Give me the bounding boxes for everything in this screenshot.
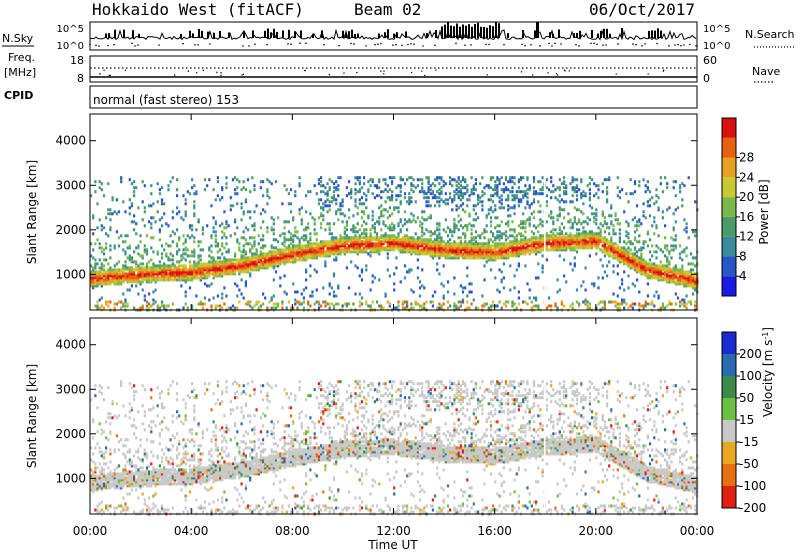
- velocity-colorbar-label-main: Velocity [m s: [761, 340, 775, 417]
- cpid-label: CPID: [4, 89, 33, 102]
- power-panel: 1000 2000 3000 4000 Slant Range [km] 4 8 12 16…: [25, 113, 771, 312]
- y-tick-label: 2000: [55, 223, 86, 237]
- colorbar-swatch: [722, 420, 736, 442]
- colorbar-swatch: [722, 376, 736, 398]
- colorbar-swatch: [722, 216, 736, 237]
- velocity-data: [90, 318, 699, 516]
- cpid-text: normal (fast stereo) 153: [93, 93, 239, 107]
- x-tick-label: 20:00: [579, 524, 614, 538]
- colorbar-tick-label: 4: [739, 269, 747, 283]
- freq-left-tick-top: 18: [70, 54, 84, 67]
- colorbar-swatch: [722, 118, 736, 138]
- colorbar-swatch: [722, 177, 736, 198]
- velocity-colorbar-label-end: ]: [761, 327, 775, 332]
- colorbar-tick-label: 12: [739, 230, 754, 244]
- colorbar-swatch: [722, 276, 736, 296]
- noise-panel: N.Sky 10^5 10^0 10^5 10^0 N.Search: [2, 21, 795, 52]
- chart-title: Hokkaido West (fitACF): [92, 0, 304, 19]
- noise-left-tick-bottom: 10^0: [57, 41, 84, 52]
- colorbar-tick-label: 24: [739, 170, 754, 184]
- x-tick-label: 00:00: [73, 524, 108, 538]
- colorbar-swatch: [722, 236, 736, 257]
- noise-sky-trace: [89, 22, 697, 41]
- colorbar-swatch: [722, 354, 736, 376]
- colorbar-swatch: [722, 157, 736, 178]
- power-ylabel: Slant Range [km]: [25, 160, 39, 264]
- velocity-colorbar-label: Velocity [m s-1]: [761, 327, 775, 417]
- y-tick-label: 4000: [55, 134, 86, 148]
- power-data: [90, 114, 699, 312]
- cpid-row: CPID normal (fast stereo) 153: [4, 85, 698, 109]
- colorbar-tick-label: 100: [739, 369, 762, 383]
- colorbar-tick-label: -100: [739, 479, 766, 493]
- nave-label: Nave: [752, 65, 780, 78]
- colorbar-tick-label: 15: [739, 413, 754, 427]
- x-tick-label: 04:00: [174, 524, 209, 538]
- colorbar-tick-label: 20: [739, 190, 754, 204]
- power-colorbar: 4 8 12 16 20 24 28: [721, 117, 754, 297]
- colorbar-tick-label: 50: [739, 391, 754, 405]
- colorbar-swatch: [722, 442, 736, 464]
- colorbar-swatch: [722, 332, 736, 354]
- y-tick-label: 3000: [55, 178, 86, 192]
- noise-sky-label: N.Sky: [2, 32, 34, 45]
- noise-right-tick-bottom: 10^0: [703, 41, 730, 52]
- freq-right-tick-top: 60: [703, 54, 717, 67]
- freq-left-tick-bottom: 8: [77, 72, 84, 85]
- freq-right-tick-bottom: 0: [703, 72, 710, 85]
- power-colorbar-label: Power [dB]: [757, 179, 771, 244]
- velocity-panel: 1000 2000 3000 4000 Slant Range [km] 200 100…: [25, 317, 775, 516]
- freq-label: Freq.: [8, 51, 35, 64]
- x-tick-label: 16:00: [477, 524, 512, 538]
- beam-label: Beam 02: [354, 0, 422, 19]
- x-tick-label: 08:00: [275, 524, 310, 538]
- colorbar-tick-label: 28: [739, 151, 754, 165]
- noise-search-trace: [89, 42, 697, 47]
- noise-right-tick-top: 10^5: [703, 24, 730, 35]
- colorbar-tick-label: -15: [739, 435, 759, 449]
- colorbar-tick-label: 200: [739, 347, 762, 361]
- velocity-ylabel: Slant Range [km]: [25, 364, 39, 468]
- y-tick-label: 1000: [55, 267, 86, 281]
- freq-panel: Freq. [MHz] 18 8 60 0 Nave: [4, 51, 780, 85]
- velocity-colorbar-label-sup: -1: [761, 332, 770, 340]
- colorbar-swatch: [722, 486, 736, 508]
- freq-unit-label: [MHz]: [4, 66, 36, 79]
- colorbar-swatch: [722, 197, 736, 217]
- colorbar-swatch: [722, 256, 736, 277]
- colorbar-swatch: [722, 137, 736, 158]
- x-tick-labels: 00:00 04:00 08:00 12:00 16:00 20:00 00:00: [73, 114, 715, 538]
- colorbar-swatch: [722, 398, 736, 420]
- freq-dots: [99, 69, 665, 77]
- colorbar-tick-label: 16: [739, 210, 754, 224]
- velocity-axes: 1000 2000 3000 4000: [55, 338, 697, 485]
- colorbar-tick-label: -200: [739, 501, 766, 515]
- colorbar-swatch: [722, 464, 736, 486]
- x-axis-label: Time UT: [367, 538, 418, 552]
- y-tick-label: 2000: [55, 427, 86, 441]
- colorbar-tick-label: -50: [739, 457, 759, 471]
- noise-left-tick-top: 10^5: [57, 24, 84, 35]
- colorbar-tick-label: 8: [739, 249, 747, 263]
- y-tick-label: 3000: [55, 382, 86, 396]
- x-tick-label: 00:00: [680, 524, 715, 538]
- velocity-colorbar: 200 100 50 15 -15 -50 -100 -200: [721, 331, 766, 515]
- y-tick-label: 4000: [55, 338, 86, 352]
- noise-search-label: N.Search: [745, 28, 795, 41]
- power-axes: 1000 2000 3000 4000: [55, 134, 697, 281]
- y-tick-label: 1000: [55, 471, 86, 485]
- x-tick-label: 12:00: [376, 524, 411, 538]
- date-label: 06/Oct/2017: [589, 0, 695, 19]
